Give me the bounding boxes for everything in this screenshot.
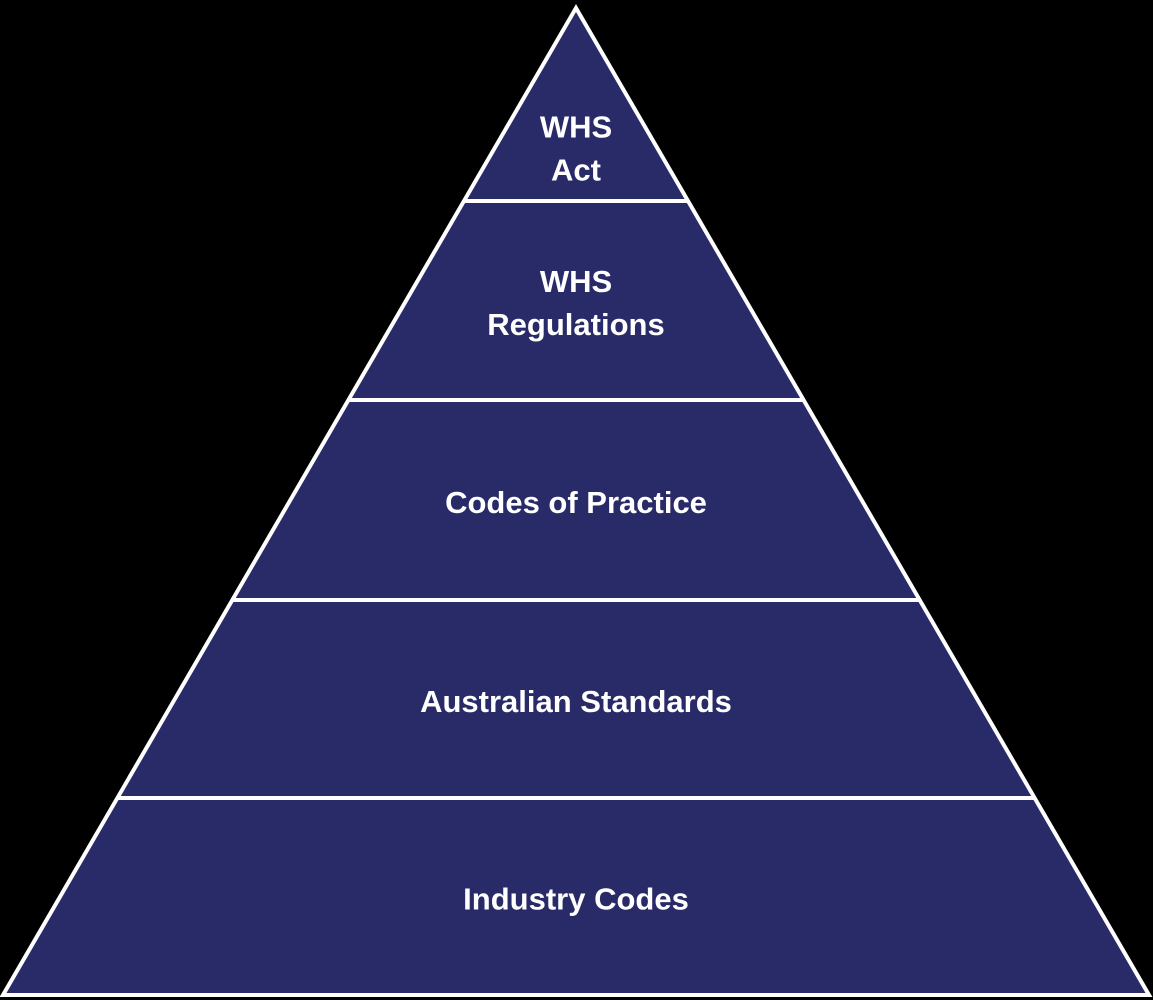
pyramid-tier-4 [117,600,1035,798]
tier-label-5: Industry Codes [463,882,689,917]
tier-label-1-line-1: WHS [540,110,612,145]
tier-label-2-line-1: WHS [540,264,612,299]
pyramid-tier-2 [348,201,804,400]
tier-label-5-line-1: Industry Codes [463,882,689,917]
tier-label-2-line-2: Regulations [487,307,664,342]
tier-label-4-line-1: Australian Standards [420,684,732,719]
tier-label-3-line-1: Codes of Practice [445,485,707,520]
pyramid-outline [0,4,1153,997]
tier-label-3: Codes of Practice [445,485,707,520]
pyramid-tier-1 [463,8,689,201]
tier-label-1: WHS Act [540,110,612,188]
pyramid-tier-3 [232,400,920,600]
tier-label-1-line-2: Act [551,153,601,188]
tier-label-2: WHS Regulations [487,264,664,342]
tier-label-4: Australian Standards [420,684,732,719]
pyramid-tier-5 [3,798,1149,995]
